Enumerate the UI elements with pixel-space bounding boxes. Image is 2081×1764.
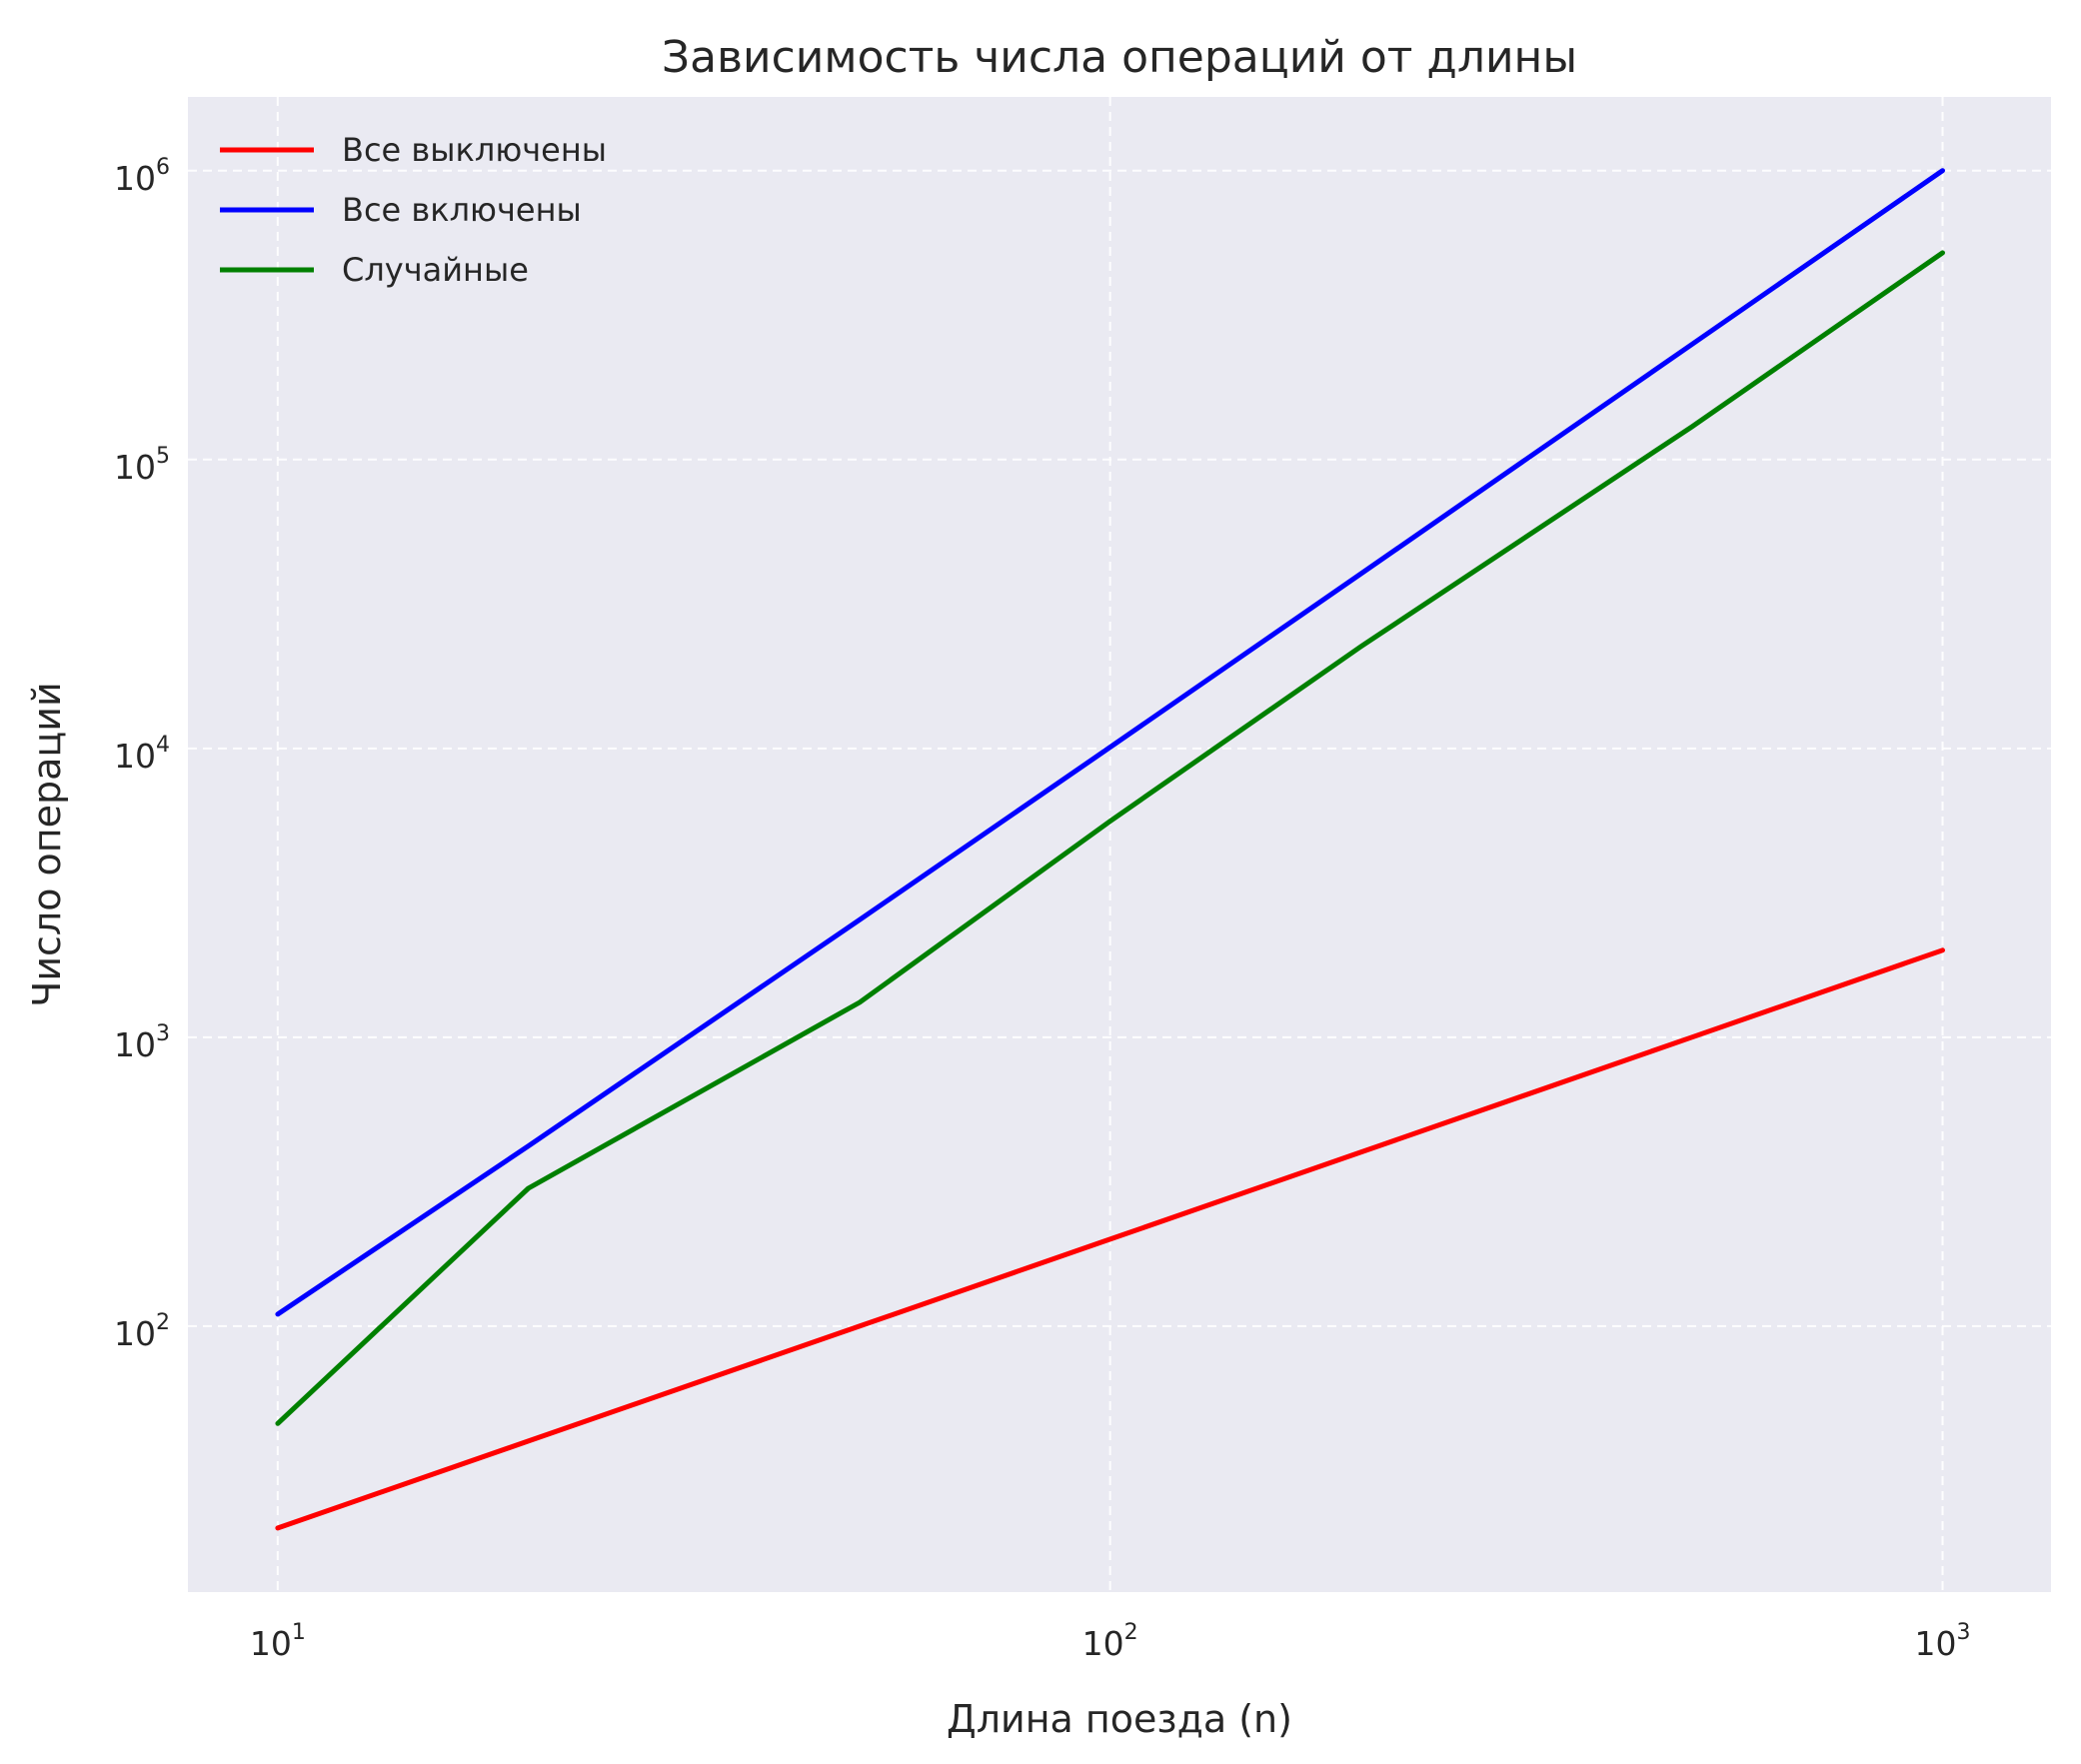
series-line-2 <box>275 250 1945 1426</box>
grid <box>188 97 2051 1592</box>
y-tick-label-0: 102 <box>114 1310 170 1353</box>
y-axis-label: Число операций <box>25 682 69 1006</box>
x-tick-label-1: 102 <box>1082 1620 1138 1663</box>
legend-label-0: Все выключены <box>342 131 607 169</box>
y-tick-label-2: 104 <box>114 733 170 776</box>
y-tick-labels: 102 103 104 105 106 <box>114 155 170 1353</box>
y-tick-label-1: 103 <box>114 1021 170 1064</box>
y-tick-label-4: 106 <box>114 155 170 198</box>
series-line-0 <box>275 947 1945 1531</box>
y-tick-label-3: 105 <box>114 444 170 487</box>
series-lines <box>275 168 1945 1531</box>
legend-label-1: Все включены <box>342 191 582 229</box>
plot-background <box>188 97 2051 1592</box>
series-line-1 <box>275 168 1945 1317</box>
x-tick-labels: 101 102 103 <box>250 1620 1971 1663</box>
chart-title: Зависимость числа операций от длины <box>662 32 1577 83</box>
x-tick-label-0: 101 <box>250 1620 306 1663</box>
x-tick-label-2: 103 <box>1914 1620 1970 1663</box>
legend: Все выключены Все включены Случайные <box>220 131 607 289</box>
legend-label-2: Случайные <box>342 251 529 289</box>
x-axis-label: Длина поезда (n) <box>947 1697 1292 1741</box>
